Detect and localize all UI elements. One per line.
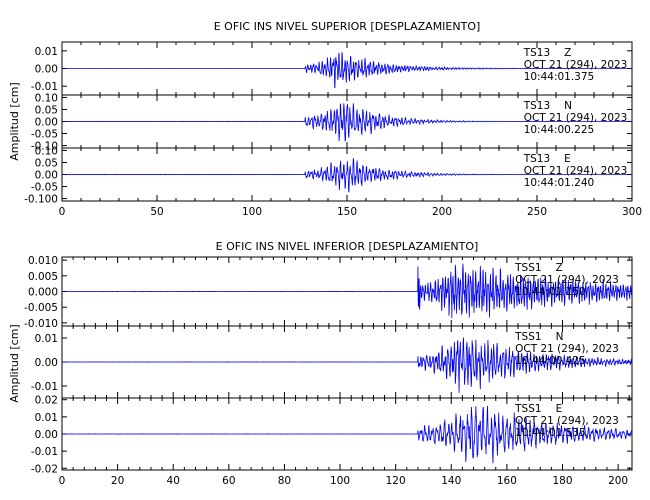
y-tick-label: 0.00 xyxy=(35,64,58,76)
y-tick-label: 0.005 xyxy=(28,271,58,283)
y-tick-label: 0.01 xyxy=(35,46,58,58)
x-tick-label: 100 xyxy=(242,206,262,218)
time-label: 10:44:01.375 xyxy=(524,71,595,83)
date-label: OCT 21 (294), 2023 xyxy=(515,274,619,286)
y-tick-label: 0.01 xyxy=(35,412,58,424)
component-name: E xyxy=(564,153,571,165)
station-label: TSS1 Z xyxy=(514,262,563,274)
station-name: TS13 xyxy=(523,47,550,59)
y-tick-label: -0.100 xyxy=(24,194,58,206)
station-name: TS13 xyxy=(523,100,550,112)
component-name: Z xyxy=(556,262,563,274)
date-label: OCT 21 (294), 2023 xyxy=(515,415,619,427)
y-tick-label: -0.010 xyxy=(24,318,58,330)
waveform-trace xyxy=(61,263,633,319)
date-label: OCT 21 (294), 2023 xyxy=(524,59,628,71)
y-tick-label: 0.05 xyxy=(35,104,58,116)
x-tick-label: 80 xyxy=(278,475,291,487)
y-tick-label: 0.01 xyxy=(35,333,58,345)
y-tick-label: 0.10 xyxy=(35,92,58,104)
x-tick-label: 150 xyxy=(337,206,357,218)
x-tick-label: 120 xyxy=(386,475,406,487)
y-tick-label: -0.01 xyxy=(31,81,58,93)
station-label: TS13 E xyxy=(523,153,571,165)
x-tick-label: 200 xyxy=(608,475,628,487)
time-label: 10:44:01.150 xyxy=(515,286,586,298)
y-tick-label: 0.00 xyxy=(35,357,58,369)
component-name: E xyxy=(556,403,563,415)
time-label: 10:44:01.240 xyxy=(524,177,595,189)
x-tick-label: 300 xyxy=(622,206,642,218)
y-tick-label: -0.05 xyxy=(31,182,58,194)
x-tick-label: 140 xyxy=(441,475,461,487)
time-label: 10:44:00.225 xyxy=(524,124,595,136)
x-tick-label: 0 xyxy=(59,475,66,487)
y-tick-label: 0.010 xyxy=(28,255,58,267)
component-name: N xyxy=(556,331,564,343)
y-tick-label: 0.00 xyxy=(35,170,58,182)
x-tick-label: 250 xyxy=(527,206,547,218)
x-tick-label: 200 xyxy=(432,206,452,218)
date-label: OCT 21 (294), 2023 xyxy=(515,343,619,355)
y-axis-label: Amplitud [cm] xyxy=(8,82,21,160)
y-tick-label: -0.10 xyxy=(31,141,58,153)
date-label: OCT 21 (294), 2023 xyxy=(524,165,628,177)
x-tick-label: 40 xyxy=(167,475,180,487)
x-tick-label: 160 xyxy=(497,475,517,487)
y-tick-label: -0.02 xyxy=(31,463,58,475)
component-name: Z xyxy=(564,47,571,59)
date-label: OCT 21 (294), 2023 xyxy=(524,112,628,124)
chart-title: E OFIC INS NIVEL INFERIOR [DESPLAZAMIENT… xyxy=(216,240,479,253)
waveform-trace xyxy=(61,158,632,193)
y-tick-label: -0.05 xyxy=(31,129,58,141)
y-tick-label: -0.01 xyxy=(31,446,58,458)
x-tick-label: 50 xyxy=(150,206,163,218)
station-label: TSS1 N xyxy=(514,331,563,343)
x-tick-label: 100 xyxy=(330,475,350,487)
y-tick-label: 0.00 xyxy=(35,117,58,129)
waveform-trace xyxy=(61,52,632,89)
station-label: TSS1 E xyxy=(514,403,562,415)
waveform-trace xyxy=(61,405,633,464)
station-name: TS13 xyxy=(523,153,550,165)
station-label: TS13 Z xyxy=(523,47,572,59)
station-label: TS13 N xyxy=(523,100,572,112)
y-tick-label: 0.00 xyxy=(35,429,58,441)
x-tick-label: 180 xyxy=(552,475,572,487)
time-label: 10:44:01.535 xyxy=(515,427,586,439)
y-axis-label: Amplitud [cm] xyxy=(8,324,21,402)
x-tick-label: 0 xyxy=(59,206,66,218)
component-name: N xyxy=(564,100,572,112)
station-name: TSS1 xyxy=(514,262,541,274)
waveform-trace xyxy=(61,337,633,393)
y-tick-label: -0.01 xyxy=(31,381,58,393)
y-tick-label: -0.005 xyxy=(24,302,58,314)
time-label: 10:44:00.425 xyxy=(515,355,586,367)
y-tick-label: 0.02 xyxy=(35,395,58,407)
chart-title: E OFIC INS NIVEL SUPERIOR [DESPLAZAMIENT… xyxy=(214,20,481,33)
x-tick-label: 60 xyxy=(222,475,235,487)
station-name: TSS1 xyxy=(514,403,541,415)
x-tick-label: 20 xyxy=(111,475,124,487)
y-tick-label: 0.05 xyxy=(35,157,58,169)
y-tick-label: 0.10 xyxy=(35,145,58,157)
station-name: TSS1 xyxy=(514,331,541,343)
y-tick-label: 0.000 xyxy=(28,287,58,299)
waveform-trace xyxy=(61,103,632,143)
